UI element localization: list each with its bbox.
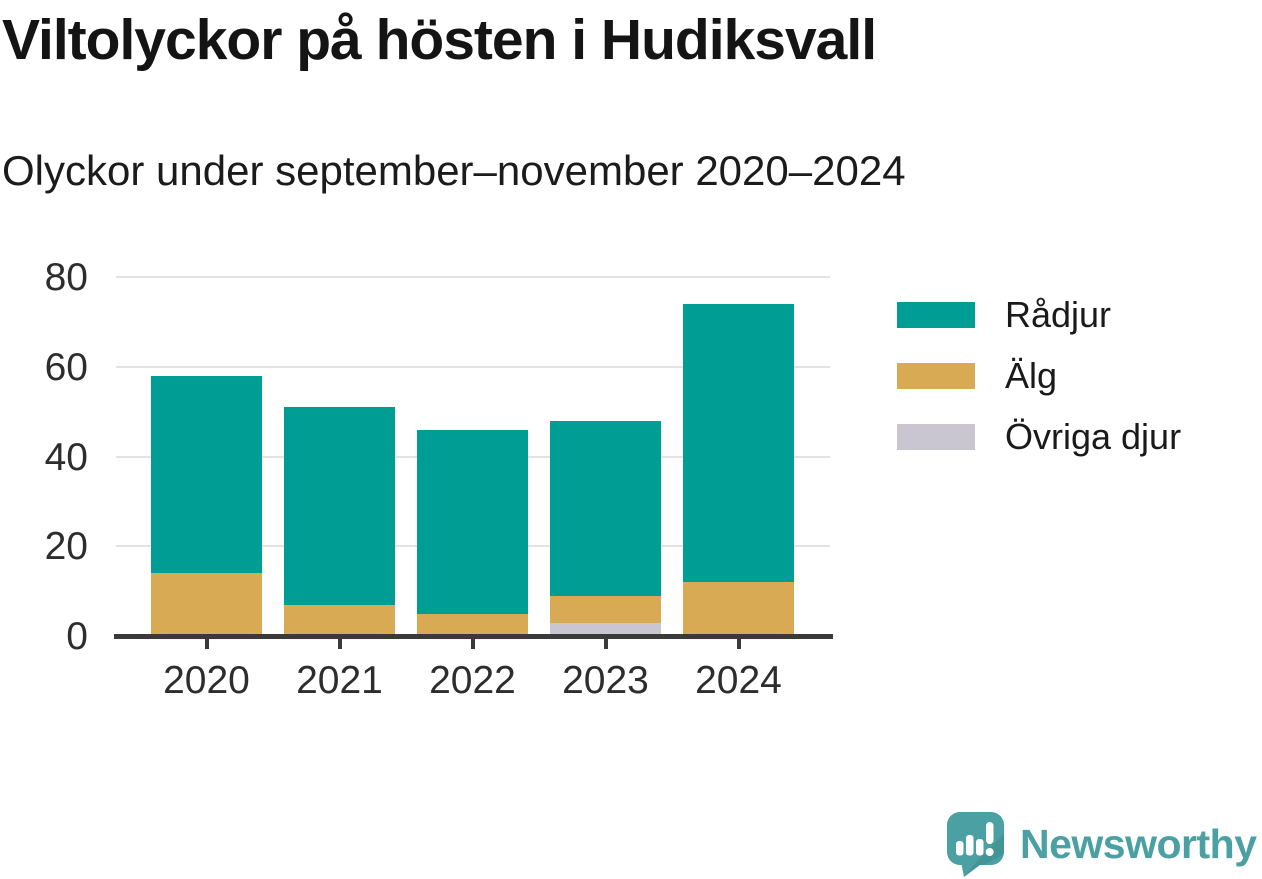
x-tick-label-2024: 2024 — [695, 659, 782, 702]
legend-swatch-icon — [897, 424, 975, 450]
chart-title: Viltolyckor på hösten i Hudiksvall — [2, 8, 877, 72]
legend-label: Rådjur — [1005, 294, 1112, 335]
legend-label: Övriga djur — [1005, 416, 1182, 457]
newsworthy-logo: Newsworthy — [944, 810, 1257, 878]
bar-segment-Älg-2020 — [151, 573, 262, 636]
bar-segment-Älg-2023 — [550, 595, 661, 623]
bar-segment-Älg-2022 — [417, 613, 528, 636]
x-tick-2022 — [470, 638, 475, 649]
bar-segment-Rådjur-2020 — [151, 375, 262, 574]
legend-swatch-icon — [897, 363, 975, 389]
bar-segment-Rådjur-2024 — [683, 303, 794, 583]
x-tick-2023 — [603, 638, 608, 649]
bar-segment-Älg-2024 — [683, 582, 794, 636]
newsworthy-logo-text: Newsworthy — [1020, 820, 1257, 867]
bar-segment-Rådjur-2021 — [284, 407, 395, 605]
x-tick-label-2022: 2022 — [429, 659, 516, 702]
legend: Rådjur Älg Övriga djur — [897, 297, 1181, 485]
x-tick-2021 — [337, 638, 342, 649]
x-axis-line — [114, 634, 833, 639]
gridline-y80 — [116, 276, 830, 278]
x-tick-2020 — [204, 638, 209, 649]
y-tick-label-0: 0 — [66, 615, 88, 658]
x-tick-label-2020: 2020 — [163, 659, 250, 702]
x-tick-2024 — [736, 638, 741, 649]
y-tick-label-20: 20 — [44, 525, 88, 569]
legend-swatch-icon — [897, 302, 975, 328]
bar-segment-Rådjur-2022 — [417, 429, 528, 614]
bar-segment-Övriga djur-2023 — [550, 622, 661, 636]
bar-segment-Älg-2021 — [284, 604, 395, 636]
legend-label: Älg — [1005, 355, 1058, 396]
chart-subtitle: Olyckor under september–november 2020–20… — [2, 147, 906, 194]
y-tick-label-80: 80 — [44, 256, 88, 299]
gridline-y60 — [116, 365, 830, 368]
y-tick-label-40: 40 — [44, 435, 88, 479]
legend-item-Älg: Älg — [897, 358, 1181, 394]
x-tick-label-2021: 2021 — [296, 659, 383, 702]
x-tick-label-2023: 2023 — [562, 659, 649, 702]
bar-segment-Rådjur-2023 — [550, 420, 661, 596]
legend-item-Rådjur: Rådjur — [897, 297, 1181, 333]
plot-area: 2020 2021 2022 2023 2024 — [114, 276, 833, 700]
newsworthy-logo-icon — [947, 812, 1004, 877]
legend-item-Övriga djur: Övriga djur — [897, 419, 1181, 455]
y-tick-label-60: 60 — [44, 345, 88, 389]
